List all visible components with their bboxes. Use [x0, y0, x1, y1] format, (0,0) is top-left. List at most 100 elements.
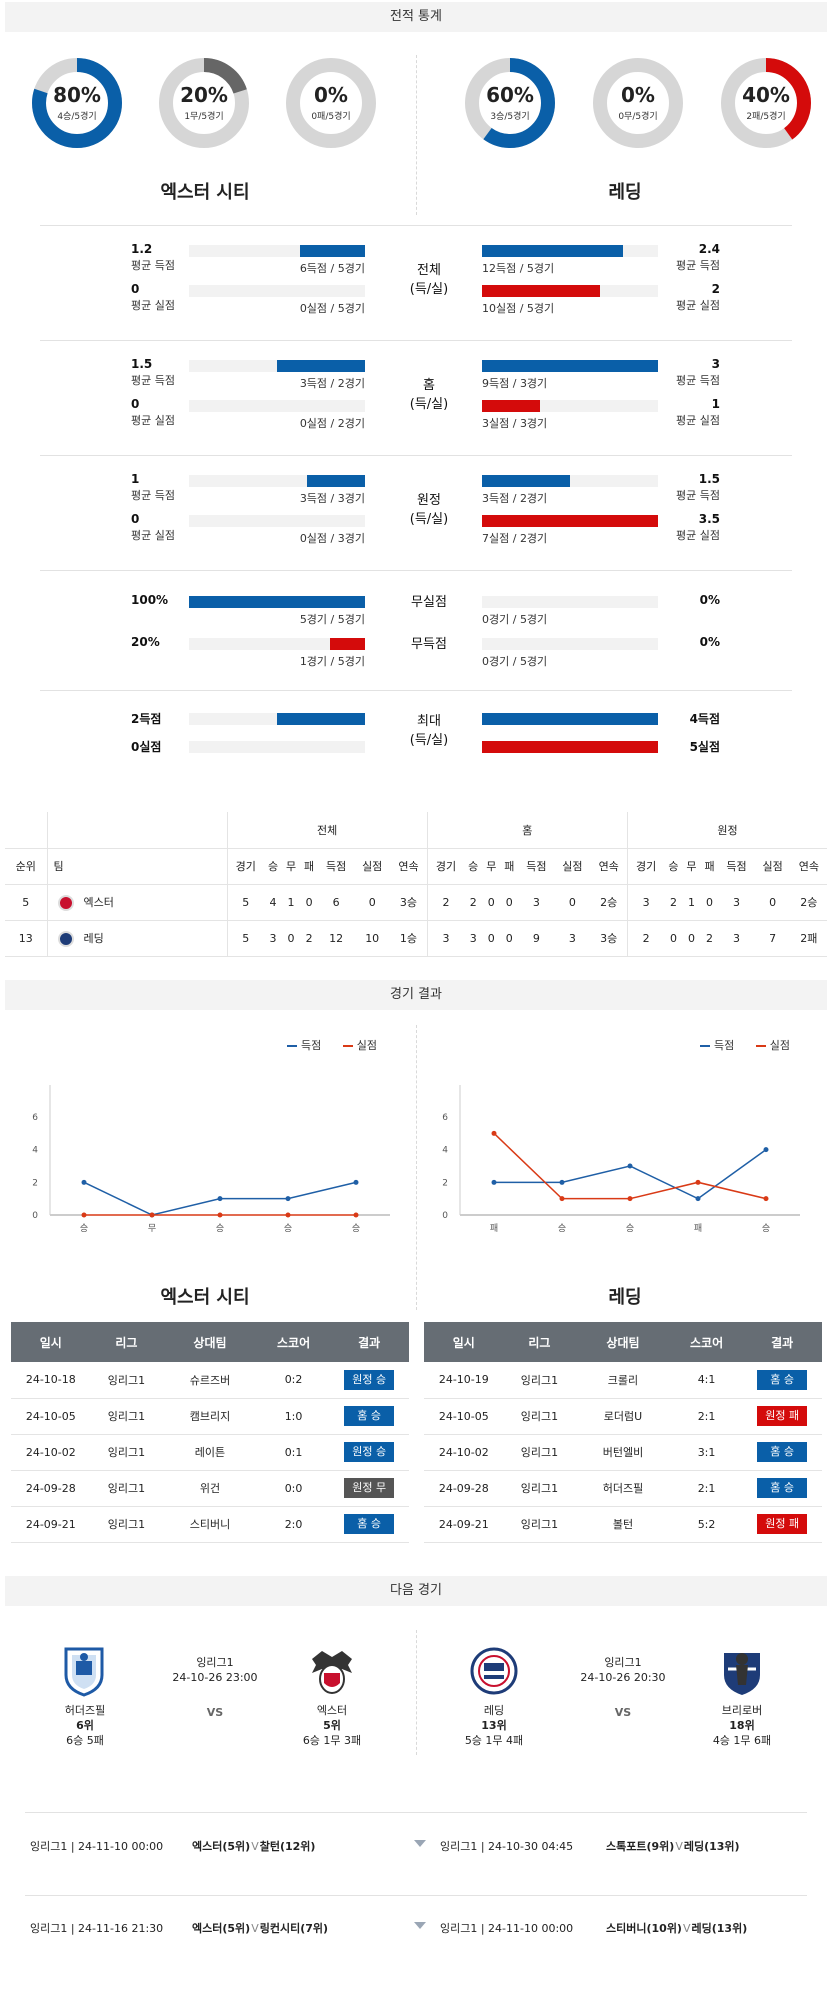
results-opp: 캠브리지: [162, 1398, 258, 1435]
home-stat-value: 0: [131, 282, 140, 296]
donut-fill: [32, 58, 122, 148]
x-tick-label: 무: [148, 1223, 156, 1234]
stat-cell: 3: [518, 884, 555, 921]
donut-fill: [159, 58, 249, 148]
chevron-down-icon[interactable]: [414, 1922, 426, 1929]
y-tick-label: 2: [442, 1178, 448, 1188]
results-opp: 허더즈필: [575, 1470, 671, 1507]
results-opp: 레이튼: [162, 1434, 258, 1471]
away-results-chart: 0 2 4 6 패 승 승 패 승: [442, 1085, 800, 1234]
donut-subtext: 0무/5경기: [618, 112, 658, 122]
results-outcome: 원정 무: [329, 1470, 409, 1507]
results-score: 4:1: [670, 1362, 743, 1399]
data-point-scored: [285, 1196, 291, 1202]
team-rank: 5위: [323, 1719, 341, 1732]
home-stat-bar-track: [189, 515, 365, 527]
away-clean-value: 0%: [699, 593, 720, 607]
y-tick-label: 6: [442, 1113, 448, 1123]
home-donut-1: 80% 4승/5경기: [31, 57, 123, 149]
column-header: 패: [500, 848, 519, 885]
stat-cell: 3: [718, 920, 755, 957]
home-stat-bar-fill: [300, 245, 365, 257]
results-row: 24-09-28 잉리그1 위건 0:0 원정 무: [11, 1470, 409, 1507]
results-row: 24-09-21 잉리그1 스티버니 2:0 홈 승: [11, 1506, 409, 1543]
stat-cell: 12: [318, 920, 355, 957]
home-stat-bar-track: [189, 400, 365, 412]
exeter-badge-icon: [57, 894, 74, 911]
column-header: 실점: [754, 848, 791, 885]
away-stat-bar-fill: [482, 360, 658, 372]
upcoming-r-fixture[interactable]: 잉리그1 | 24-11-10 00:00 스티버니(10위)V레딩(13위): [440, 1920, 747, 1936]
donut-subtext: 4승/5경기: [57, 112, 97, 122]
stat-cell: 2승: [590, 884, 628, 921]
fixture-home: 엑스터(5위): [192, 1922, 251, 1935]
results-row: 24-10-02 잉리그1 레이튼 0:1 원정 승: [11, 1434, 409, 1471]
data-point-conceded: [491, 1130, 497, 1136]
results-date: 24-10-05: [11, 1398, 91, 1435]
stat-cell: 3: [626, 884, 665, 921]
chevron-down-icon[interactable]: [414, 1840, 426, 1847]
results-opp: 스티버니: [162, 1506, 258, 1543]
results-row: 24-10-02 잉리그1 버턴엘비 3:1 홈 승: [424, 1434, 822, 1471]
stats-section-header: 전적 통계: [5, 2, 827, 32]
fixture-away: 레딩(13위): [691, 1922, 748, 1935]
data-point-conceded: [627, 1196, 633, 1202]
x-tick-label: 패: [490, 1223, 498, 1234]
donut-percent: 40%: [742, 83, 790, 107]
team-name: 엑스터: [316, 1704, 348, 1717]
fixture-away: 링컨시티(7위): [259, 1922, 329, 1935]
results-league: 잉리그1: [503, 1398, 576, 1435]
home-clean-note: 1경기 / 5경기: [299, 655, 365, 668]
upcoming-r-fixture[interactable]: 잉리그1 | 24-10-30 04:45 스톡포트(9위)V레딩(13위): [440, 1838, 740, 1854]
next-section-header: 다음 경기: [5, 1576, 827, 1606]
away-clean-bar-track: [482, 596, 658, 608]
home-clean-bar-fill: [330, 638, 365, 650]
results-date: 24-10-02: [424, 1434, 504, 1471]
team-cell: 엑스터: [46, 884, 227, 921]
max-category-label: 최대 (득/실): [409, 714, 449, 748]
upcoming-l-fixture[interactable]: 잉리그1 | 24-11-10 00:00 엑스터(5위)V찰턴(12위): [30, 1838, 315, 1854]
separator: [25, 1812, 807, 1813]
standings-column-row: 순위 팀 경기 승 무 패 득점 실점 연속 경기 승 무 패 득점 실점 연속 경기 승 무 패 득점 실점 연속: [5, 848, 827, 885]
next-left-info: 잉리그1 24-10-26 23:00 VS: [160, 1655, 270, 1720]
home-clean-note: 5경기 / 5경기: [299, 613, 365, 626]
home-stat-note: 6득점 / 5경기: [299, 262, 365, 275]
upcoming-l-fixture[interactable]: 잉리그1 | 24-11-16 21:30 엑스터(5위)V링컨시티(7위): [30, 1920, 328, 1936]
fixture-info: 잉리그1 | 24-11-16 21:30: [30, 1922, 164, 1935]
results-date: 24-09-21: [424, 1506, 504, 1543]
donut-ring: [32, 58, 122, 148]
donut-ring: [465, 58, 555, 148]
result-badge: 홈 승: [757, 1369, 808, 1390]
y-tick-label: 4: [442, 1146, 448, 1156]
results-score: 0:1: [257, 1434, 330, 1471]
data-point-scored: [695, 1196, 701, 1202]
away-stat-bar-fill: [482, 285, 600, 297]
fixture-info: 잉리그1 | 24-10-30 04:45: [440, 1840, 574, 1853]
y-tick-label: 0: [442, 1211, 448, 1221]
results-outcome: 원정 승: [329, 1362, 409, 1399]
bristol-rovers-crest-icon: [718, 1645, 766, 1697]
results-row: 24-10-05 잉리그1 캠브리지 1:0 홈 승: [11, 1398, 409, 1435]
stat-cell: 4: [263, 884, 283, 921]
kickoff-time: 24-10-26 23:00: [172, 1671, 258, 1684]
column-header: 승: [263, 848, 283, 885]
home-stat-note: 3득점 / 3경기: [299, 492, 365, 505]
team-name: 레딩: [83, 931, 104, 945]
results-header: 스코어: [257, 1322, 330, 1362]
stat-cell: 0: [482, 920, 501, 957]
x-tick-label: 승: [216, 1223, 224, 1234]
donut-ring: [286, 58, 376, 148]
column-header: 실점: [554, 848, 591, 885]
results-score: 0:0: [257, 1470, 330, 1507]
home-clean-value: 100%: [131, 593, 169, 607]
away-clean-note: 0경기 / 5경기: [482, 613, 548, 626]
result-badge: 원정 승: [344, 1369, 395, 1390]
results-opp: 볼턴: [575, 1506, 671, 1543]
results-league: 잉리그1: [90, 1434, 163, 1471]
results-score: 3:1: [670, 1434, 743, 1471]
column-header: 무: [282, 848, 301, 885]
fixture-vs: V: [682, 1922, 691, 1935]
team-rank: 6위: [76, 1719, 94, 1732]
home-stat-bar-fill: [307, 475, 365, 487]
data-point-conceded: [763, 1196, 769, 1202]
